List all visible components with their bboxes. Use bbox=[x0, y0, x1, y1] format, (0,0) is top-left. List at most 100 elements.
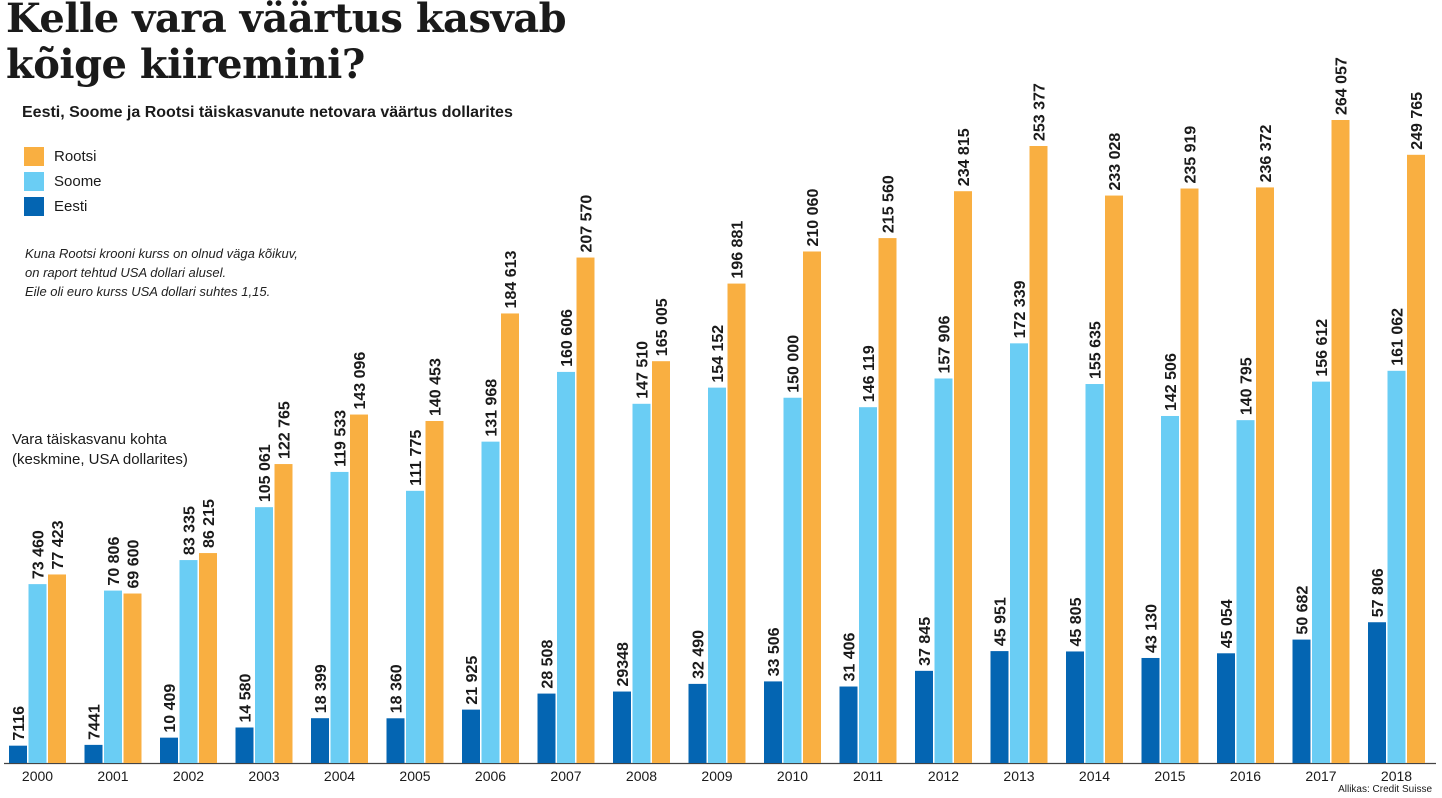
bar-soome-2004 bbox=[330, 471, 349, 763]
x-tick-label-2010: 2010 bbox=[777, 768, 808, 784]
currency-note: Kuna Rootsi krooni kurss on olnud väga k… bbox=[25, 244, 298, 301]
value-label-soome-2013: 172 339 bbox=[1012, 280, 1029, 338]
x-tick-label-2000: 2000 bbox=[22, 768, 53, 784]
value-label-eesti-2010: 33 506 bbox=[766, 627, 783, 676]
bar-eesti-2014 bbox=[1066, 651, 1084, 763]
bar-rootsi-2003 bbox=[274, 464, 293, 763]
y-axis-label-line2: (keskmine, USA dollarites) bbox=[12, 451, 188, 468]
value-label-eesti-2013: 45 951 bbox=[993, 597, 1010, 646]
bar-rootsi-2009 bbox=[727, 283, 746, 763]
bar-eesti-2018 bbox=[1368, 622, 1386, 763]
legend-swatch-rootsi bbox=[24, 147, 44, 166]
bar-eesti-2002 bbox=[160, 737, 178, 763]
bar-soome-2002 bbox=[179, 560, 198, 763]
bar-rootsi-2018 bbox=[1407, 154, 1425, 763]
bar-soome-2003 bbox=[255, 507, 273, 763]
y-axis-label-line1: Vara täiskasvanu kohta bbox=[12, 431, 167, 448]
bar-rootsi-2012 bbox=[954, 191, 972, 764]
value-label-eesti-2011: 31 406 bbox=[842, 632, 859, 681]
value-label-soome-2005: 111 775 bbox=[408, 430, 425, 486]
value-label-eesti-2000: 7116 bbox=[11, 706, 28, 741]
value-label-soome-2006: 131 968 bbox=[484, 379, 501, 437]
bar-eesti-2001 bbox=[84, 744, 103, 763]
bar-eesti-2017 bbox=[1292, 639, 1311, 763]
x-tick-label-2014: 2014 bbox=[1079, 768, 1110, 784]
value-label-eesti-2018: 57 806 bbox=[1370, 568, 1387, 617]
bar-rootsi-2007 bbox=[576, 257, 595, 763]
bar-rootsi-2013 bbox=[1029, 146, 1048, 763]
value-label-soome-2007: 160 606 bbox=[559, 309, 576, 367]
value-label-rootsi-2006: 184 613 bbox=[503, 251, 520, 309]
bar-soome-2009 bbox=[708, 387, 726, 763]
value-label-rootsi-2005: 140 453 bbox=[428, 358, 445, 416]
legend-swatch-eesti bbox=[24, 197, 44, 216]
bar-rootsi-2010 bbox=[803, 251, 821, 763]
value-label-soome-2014: 155 635 bbox=[1088, 321, 1105, 379]
value-label-rootsi-2013: 253 377 bbox=[1032, 83, 1049, 141]
bar-eesti-2006 bbox=[462, 709, 480, 763]
value-label-rootsi-2007: 207 570 bbox=[579, 195, 596, 253]
value-label-soome-2001: 70 806 bbox=[106, 537, 123, 586]
value-label-soome-2015: 142 506 bbox=[1163, 353, 1180, 411]
bar-eesti-2012 bbox=[915, 670, 933, 763]
value-label-soome-2008: 147 510 bbox=[635, 341, 652, 399]
value-label-eesti-2007: 28 508 bbox=[540, 640, 557, 689]
bar-eesti-2011 bbox=[839, 686, 858, 763]
value-label-soome-2016: 140 795 bbox=[1239, 357, 1256, 415]
bar-eesti-2007 bbox=[537, 693, 556, 763]
value-label-rootsi-2002: 86 215 bbox=[201, 499, 218, 548]
y-axis-label: Vara täiskasvanu kohta (keskmine, USA do… bbox=[12, 430, 188, 470]
bar-rootsi-2014 bbox=[1105, 195, 1123, 763]
bar-rootsi-2006 bbox=[501, 313, 519, 763]
value-label-soome-2002: 83 335 bbox=[182, 506, 199, 555]
value-label-soome-2018: 161 062 bbox=[1390, 308, 1407, 366]
value-label-eesti-2017: 50 682 bbox=[1295, 586, 1312, 635]
legend-label-soome: Soome bbox=[54, 173, 102, 190]
value-label-rootsi-2000: 77 423 bbox=[50, 520, 67, 569]
chart-subtitle: Eesti, Soome ja Rootsi täiskasvanute net… bbox=[22, 104, 513, 121]
x-tick-label-2008: 2008 bbox=[626, 768, 657, 784]
value-label-soome-2017: 156 612 bbox=[1314, 319, 1331, 377]
x-tick-label-2017: 2017 bbox=[1305, 768, 1336, 784]
value-label-rootsi-2014: 233 028 bbox=[1107, 133, 1124, 191]
chart-title: Kelle vara väärtus kasvab kõige kiiremin… bbox=[6, 0, 706, 88]
bar-soome-2017 bbox=[1312, 381, 1330, 763]
value-label-rootsi-2010: 210 060 bbox=[805, 189, 822, 247]
x-tick-label-2016: 2016 bbox=[1230, 768, 1261, 784]
note-line: Kuna Rootsi krooni kurss on olnud väga k… bbox=[25, 246, 298, 261]
bar-eesti-2000 bbox=[9, 745, 27, 763]
x-tick-label-2011: 2011 bbox=[853, 768, 883, 784]
bar-soome-2000 bbox=[28, 584, 47, 763]
bar-rootsi-2008 bbox=[652, 361, 670, 763]
bar-eesti-2008 bbox=[613, 691, 631, 763]
bar-eesti-2009 bbox=[688, 683, 707, 763]
bar-soome-2010 bbox=[783, 397, 802, 763]
bar-eesti-2010 bbox=[764, 681, 782, 763]
bar-eesti-2003 bbox=[235, 727, 254, 763]
bar-eesti-2015 bbox=[1141, 657, 1160, 763]
value-label-soome-2004: 119 533 bbox=[333, 410, 350, 467]
bar-soome-2018 bbox=[1387, 370, 1406, 763]
x-tick-label-2004: 2004 bbox=[324, 768, 355, 784]
legend: Rootsi Soome Eesti bbox=[24, 144, 102, 219]
x-tick-label-2007: 2007 bbox=[550, 768, 581, 784]
value-label-eesti-2004: 18 399 bbox=[313, 664, 330, 713]
note-line: Eile oli euro kurss USA dollari suhtes 1… bbox=[25, 284, 271, 299]
value-label-eesti-2015: 43 130 bbox=[1144, 604, 1161, 653]
x-tick-label-2012: 2012 bbox=[928, 768, 959, 784]
value-label-soome-2000: 73 460 bbox=[31, 530, 48, 579]
bar-soome-2008 bbox=[632, 403, 651, 763]
bar-rootsi-2015 bbox=[1180, 188, 1199, 763]
bar-soome-2012 bbox=[934, 378, 953, 763]
bar-soome-2006 bbox=[481, 441, 500, 763]
chart-title-line2: kõige kiiremini? bbox=[6, 41, 365, 88]
value-label-soome-2010: 150 000 bbox=[786, 335, 803, 393]
x-tick-label-2003: 2003 bbox=[248, 768, 279, 784]
bar-soome-2005 bbox=[406, 490, 424, 763]
value-label-eesti-2006: 21 925 bbox=[464, 656, 481, 705]
bar-soome-2013 bbox=[1010, 343, 1028, 763]
legend-item-soome: Soome bbox=[24, 169, 102, 194]
note-line: on raport tehtud USA dollari alusel. bbox=[25, 265, 227, 280]
value-label-rootsi-2011: 215 560 bbox=[881, 175, 898, 233]
legend-item-rootsi: Rootsi bbox=[24, 144, 102, 169]
